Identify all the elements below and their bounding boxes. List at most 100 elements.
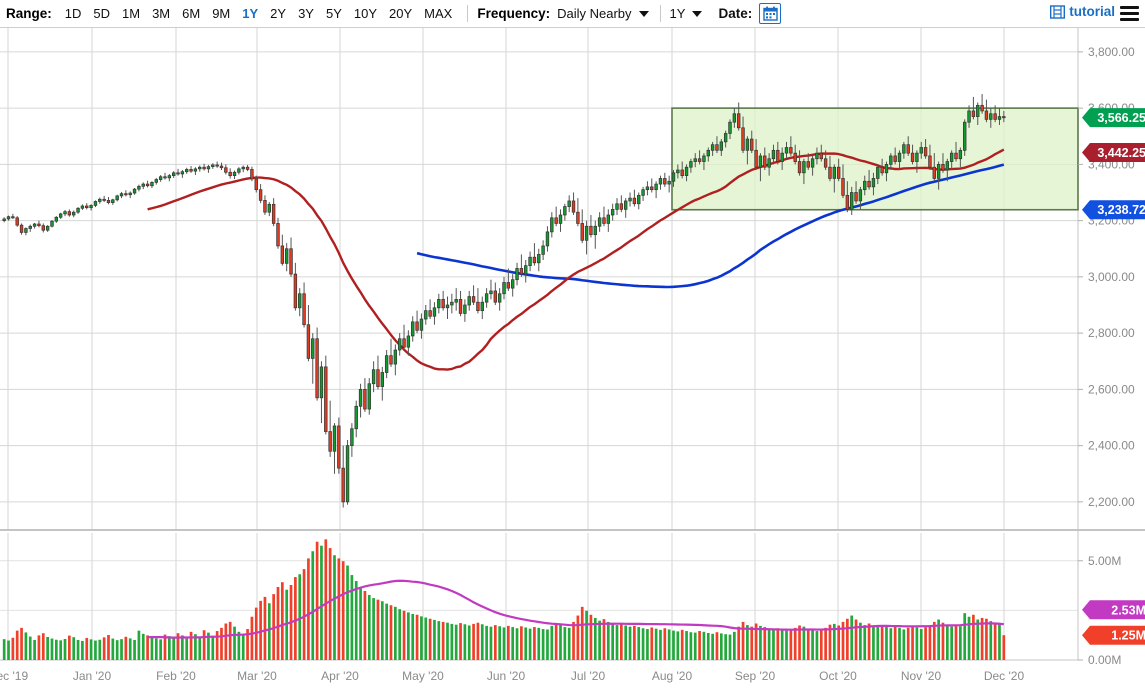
candle-body: [237, 168, 241, 173]
volume-bar: [750, 626, 754, 660]
candle-body: [502, 282, 506, 295]
candle-body: [936, 164, 941, 179]
candle-body: [198, 166, 202, 170]
candle-body: [941, 164, 945, 171]
candle-body: [124, 193, 128, 196]
volume-bar: [46, 636, 49, 660]
volume-bar: [654, 628, 658, 660]
volume-bar: [824, 627, 827, 660]
volume-bar: [350, 575, 354, 660]
volume-bar: [515, 628, 519, 660]
candle-body: [393, 349, 398, 365]
volume-bar: [963, 613, 967, 660]
candle-body: [584, 225, 589, 241]
candle-body: [284, 248, 289, 264]
range-option-6m[interactable]: 6M: [182, 5, 201, 21]
volume-flag-volume-ma[interactable]: 2.53M: [1082, 600, 1145, 620]
volume-bar: [741, 621, 745, 660]
volume-bar: [424, 617, 428, 660]
volume-bar: [215, 631, 219, 660]
candle-body: [728, 121, 732, 134]
volume-bar: [124, 636, 128, 660]
volume-bar: [985, 618, 988, 660]
volume-bar: [915, 627, 919, 660]
candle-body: [541, 245, 545, 255]
price-flag-ma-fast[interactable]: 3,442.25: [1082, 142, 1145, 162]
candle-body: [693, 158, 697, 162]
volume-bar: [489, 626, 493, 660]
tutorial-link[interactable]: tutorial: [1050, 4, 1115, 19]
volume-bar: [89, 639, 93, 660]
candle-body: [823, 158, 828, 168]
candle-body: [945, 161, 950, 171]
volume-bar: [1002, 635, 1006, 660]
range-option-2y[interactable]: 2Y: [270, 5, 287, 21]
chevron-down-icon-frequency[interactable]: [638, 10, 649, 17]
volume-bar: [563, 627, 567, 660]
candle-body: [471, 296, 476, 303]
date-axis-label: Jun '20: [487, 669, 526, 683]
candle-body: [558, 214, 563, 224]
range-option-9m[interactable]: 9M: [212, 5, 231, 21]
candle-body: [189, 169, 193, 172]
hamburger-icon[interactable]: [1120, 6, 1139, 21]
candle-body: [350, 428, 354, 446]
range-option-max[interactable]: MAX: [424, 5, 453, 21]
toolbar-bottom-border: [0, 27, 1145, 28]
candle-body: [776, 149, 780, 162]
candle-body: [141, 183, 145, 187]
price-axis-label: 3,800.00: [1088, 45, 1135, 59]
range-option-3y[interactable]: 3Y: [298, 5, 314, 21]
volume-bar: [528, 628, 532, 660]
volume-bar: [115, 640, 119, 660]
volume-bar: [567, 627, 571, 660]
price-flag-last-price[interactable]: 3,566.25: [1082, 108, 1145, 128]
candle-body: [832, 166, 837, 179]
volume-bar: [198, 637, 202, 660]
volume-bar: [285, 589, 289, 660]
candle-body: [180, 171, 185, 175]
candle-body: [158, 176, 163, 180]
volume-flag-last-volume[interactable]: 1.25M: [1082, 625, 1145, 645]
volume-bar: [767, 628, 771, 660]
volume-bar: [572, 621, 575, 660]
range-option-3m[interactable]: 3M: [152, 5, 171, 21]
candle-body: [411, 321, 415, 337]
volume-bar: [415, 614, 419, 660]
range-option-5y[interactable]: 5Y: [325, 5, 342, 21]
range-option-1y[interactable]: 1Y: [242, 5, 259, 21]
calendar-button[interactable]: [759, 3, 782, 24]
volume-bar: [372, 598, 375, 660]
candle-body: [11, 216, 15, 219]
volume-bar: [507, 625, 510, 660]
flag-value: 2.53M: [1111, 603, 1145, 617]
volume-bar: [511, 627, 515, 660]
price-volume-chart[interactable]: 3,800.003,600.003,400.003,200.003,000.00…: [0, 28, 1145, 688]
candle-body: [202, 166, 206, 170]
range-option-1d[interactable]: 1D: [64, 5, 82, 21]
flag-shape: [1082, 142, 1145, 162]
range-option-10y[interactable]: 10Y: [353, 5, 378, 21]
volume-bar: [689, 632, 693, 660]
range-option-20y[interactable]: 20Y: [389, 5, 413, 21]
volume-bar: [602, 619, 606, 660]
chart-toolbar: Range: 1D 5D 1M 3M 6M 9M 1Y 2Y 3Y 5Y 10Y 20Y MAX Fre…: [0, 0, 1145, 27]
candle-body: [615, 203, 619, 210]
range-option-5d[interactable]: 5D: [93, 5, 111, 21]
candle-body: [550, 217, 554, 233]
volume-bar: [59, 640, 63, 660]
volume-bar: [815, 631, 819, 660]
candle-body: [367, 383, 371, 410]
range-option-1m[interactable]: 1M: [122, 5, 141, 21]
candle-body: [415, 321, 419, 331]
candle-body: [137, 185, 141, 190]
selection-rectangle[interactable]: [671, 107, 1079, 211]
candle-body: [267, 203, 271, 213]
volume-bar: [872, 625, 875, 660]
volume-bar: [911, 626, 914, 660]
price-flag-ma-slow[interactable]: 3,238.72: [1082, 200, 1145, 220]
chevron-down-icon-span[interactable]: [692, 10, 703, 17]
candle-body: [850, 192, 854, 210]
volume-bar: [585, 610, 588, 660]
candle-body: [454, 299, 458, 303]
